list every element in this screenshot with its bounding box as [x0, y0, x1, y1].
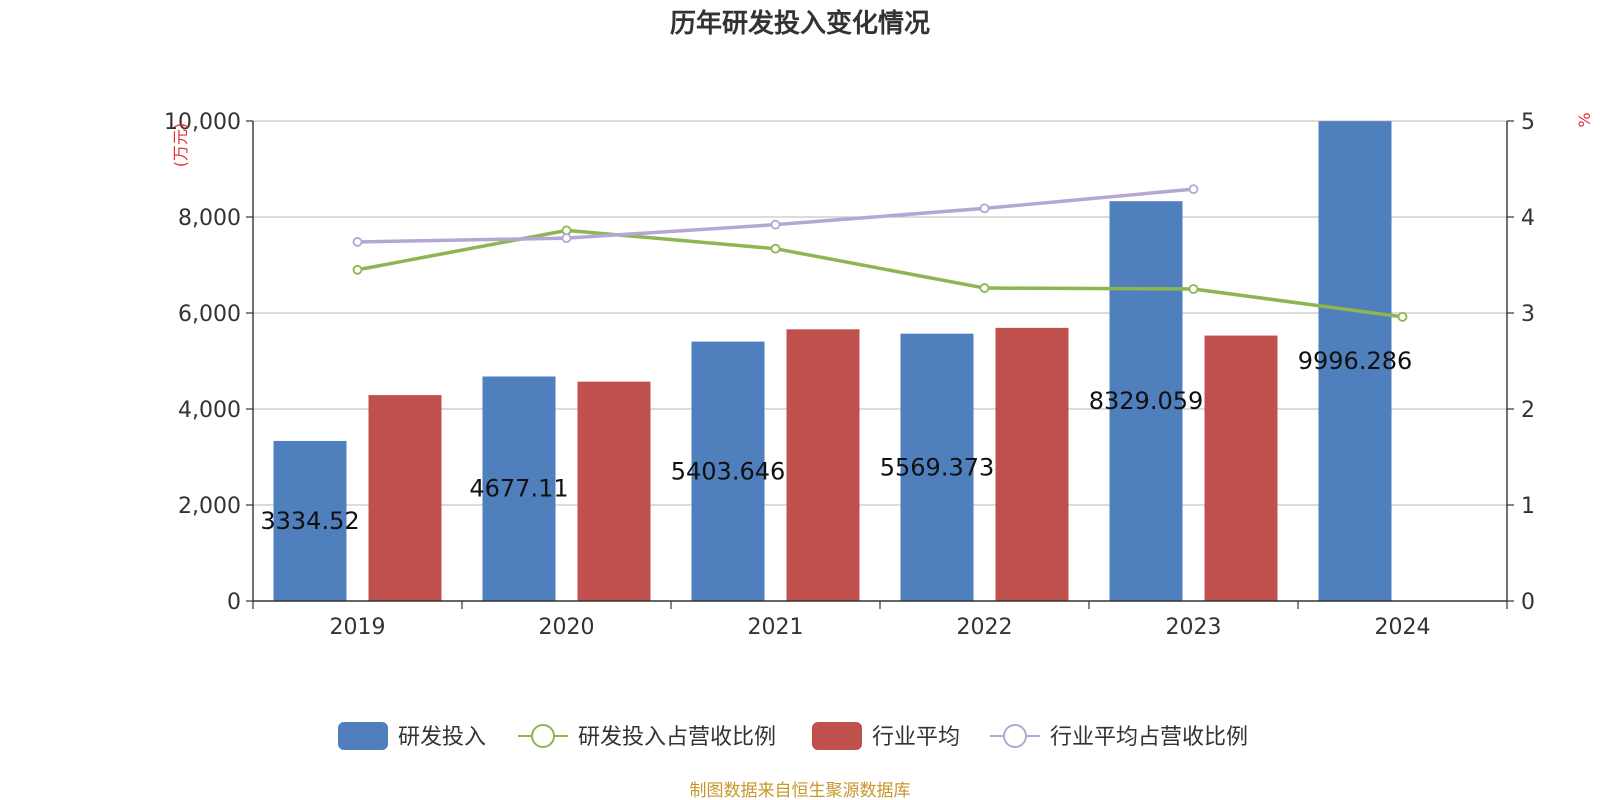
x-tick-label: 2023 [1166, 615, 1222, 640]
bar [368, 395, 442, 601]
legend-swatch-marker [1003, 724, 1027, 748]
legend-swatch [338, 722, 388, 750]
legend-label: 行业平均 [872, 725, 960, 750]
bar [1204, 335, 1278, 601]
y-left-tick-label: 0 [227, 590, 241, 615]
legend-swatch [812, 722, 862, 750]
bar [786, 329, 860, 601]
source-note: 制图数据来自恒生聚源数据库 [690, 781, 911, 800]
chart-title: 历年研发投入变化情况 [670, 8, 930, 39]
y-right-tick-label: 3 [1521, 302, 1535, 327]
x-tick-label: 2019 [330, 615, 386, 640]
y-left-tick-label: 2,000 [178, 494, 241, 519]
bar [900, 333, 974, 601]
line-point [770, 243, 781, 254]
legend-swatch-marker [531, 724, 555, 748]
line-point [561, 233, 572, 244]
bar-data-label: 3334.52 [260, 507, 359, 535]
bar [691, 341, 765, 601]
line-point [770, 219, 781, 230]
line-point [352, 264, 363, 275]
y-right-tick-label: 5 [1521, 110, 1535, 135]
line-point [1188, 184, 1199, 195]
y-right-tick-label: 4 [1521, 206, 1535, 231]
bar-labels-group: 3334.52 4677.11 5403.646 5569.373 8329.059 99… [260, 347, 1412, 535]
bar-data-label: 5569.373 [880, 453, 995, 481]
line-point [352, 237, 363, 247]
series-line [357, 187, 1194, 244]
y-left-tick-label: 8,000 [178, 206, 241, 231]
grid-lines [253, 120, 1507, 506]
bars-group [273, 121, 1392, 601]
series-line [357, 228, 1403, 319]
y-right-tick-label: 1 [1521, 494, 1535, 519]
right-axis-unit: % [1575, 112, 1594, 127]
y-left-tick-label: 10,000 [164, 110, 241, 135]
line-point [1188, 284, 1199, 294]
bar [577, 381, 651, 601]
line-point [979, 203, 990, 214]
y-right-tick-label: 0 [1521, 590, 1535, 615]
line-point [979, 283, 990, 293]
x-tick-label: 2022 [957, 615, 1013, 640]
bar-data-label: 8329.059 [1089, 387, 1204, 415]
x-tick-label: 2021 [748, 615, 804, 640]
bar [1318, 121, 1392, 601]
bar [1109, 201, 1183, 601]
x-tick-label: 2020 [539, 615, 595, 640]
left-axis-unit: (万元) [171, 123, 190, 168]
legend-label: 研发投入 [398, 725, 486, 750]
lines-group [352, 184, 1408, 322]
bar-data-label: 4677.11 [469, 475, 568, 503]
x-tick-label: 2024 [1375, 615, 1431, 640]
y-left-tick-label: 4,000 [178, 398, 241, 423]
bar [482, 376, 556, 601]
legend-label: 研发投入占营收比例 [578, 725, 776, 750]
y-right-tick-label: 2 [1521, 398, 1535, 423]
bar-data-label: 9996.286 [1298, 347, 1413, 375]
bar [995, 327, 1069, 601]
legend-label: 行业平均占营收比例 [1050, 725, 1248, 750]
bar [273, 440, 347, 601]
line-point [1397, 311, 1408, 322]
legend: 研发投入 研发投入占营收比例 行业平均 行业平均占营收比例 [338, 722, 1248, 750]
bar-data-label: 5403.646 [671, 457, 786, 485]
y-left-tick-label: 6,000 [178, 302, 241, 327]
axes-group: 0 0 2,000 1 4,000 2 6,000 3 8,000 4 10,000 5 2019 202… [164, 110, 1535, 640]
